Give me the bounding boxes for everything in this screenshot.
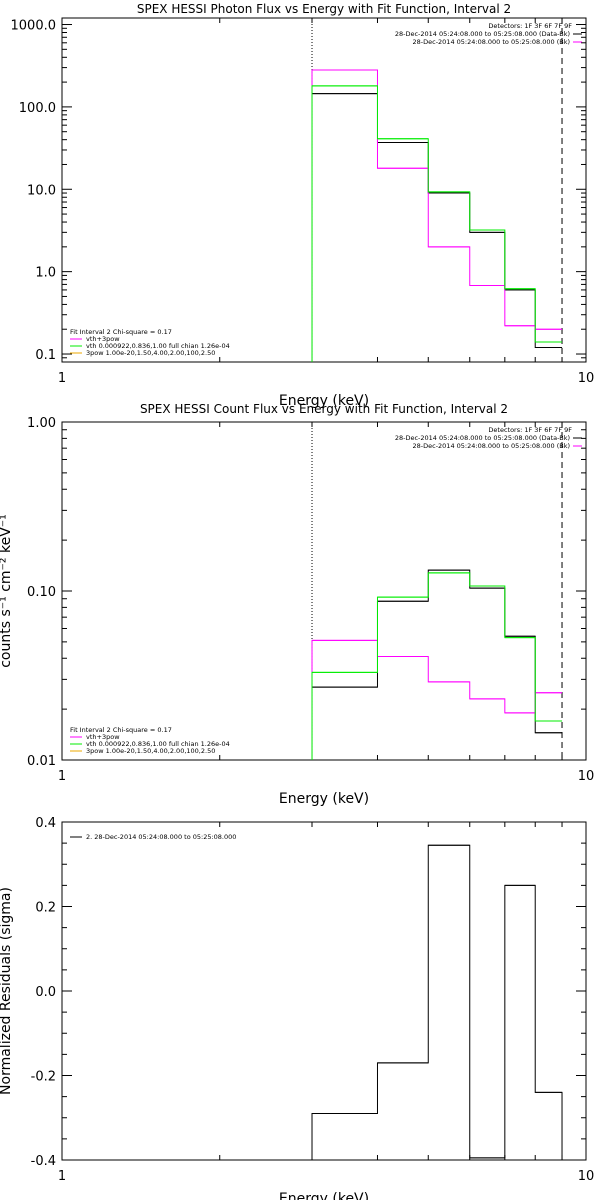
x-tick-label: 10 bbox=[578, 1169, 595, 1184]
series-1 bbox=[311, 844, 563, 1160]
y-axis-label: Normalized Residuals (sigma) bbox=[0, 887, 14, 1095]
y-tick-label: -0.2 bbox=[31, 1070, 56, 1085]
y-tick-label: 0.01 bbox=[27, 754, 56, 769]
legend-left-entry: Fit Interval 2 Chi-square = 0.17 bbox=[70, 726, 172, 734]
series-line bbox=[311, 844, 563, 1160]
y-tick-label: 0.0 bbox=[35, 985, 56, 1000]
x-axis-label: Energy (keV) bbox=[279, 1191, 369, 1200]
panel-2: SPEX HESSI Count Flux vs Energy with Fit… bbox=[0, 402, 594, 807]
y-tick-label: 0.2 bbox=[35, 901, 56, 916]
y-tick-label: 0.10 bbox=[27, 585, 56, 600]
detectors-label: Detectors: 1F 3F 6F 7F 9F bbox=[488, 22, 572, 30]
series-line bbox=[311, 85, 563, 362]
series-1 bbox=[311, 569, 563, 760]
legend-left-entry: 3pow 1.00e-20,1.50,4.00,2.00,100,2.50 bbox=[86, 349, 215, 357]
y-tick-label: -0.4 bbox=[31, 1154, 56, 1169]
series-3 bbox=[311, 572, 563, 760]
series-2 bbox=[311, 639, 563, 760]
plot-frame bbox=[61, 17, 587, 363]
y-tick-label: 1.00 bbox=[27, 416, 56, 431]
series-line bbox=[311, 572, 563, 760]
panel-1: SPEX HESSI Photon Flux vs Energy with Fi… bbox=[11, 2, 595, 409]
legend-left-entry: 2. 28-Dec-2014 05:24:08.000 to 05:25:08.… bbox=[86, 833, 236, 841]
y-tick-label: 0.1 bbox=[35, 348, 56, 363]
series-line bbox=[311, 93, 563, 362]
legend-left-entry: Fit Interval 2 Chi-square = 0.17 bbox=[70, 328, 172, 336]
x-tick-label: 1 bbox=[58, 769, 66, 784]
legend-right-entry: 28-Dec-2014 05:24:08.000 to 05:25:08.000… bbox=[395, 30, 570, 38]
x-tick-label: 10 bbox=[578, 769, 595, 784]
legend-left-entry: vth 0.000922,0.836,1.00 full chian 1.26e… bbox=[86, 342, 230, 350]
x-tick-label: 1 bbox=[58, 1169, 66, 1184]
legend-right-entry: 28-Dec-2014 05:24:08.000 to 05:25:08.000… bbox=[413, 442, 571, 450]
y-tick-label: 1.0 bbox=[35, 266, 56, 281]
series-line bbox=[311, 69, 563, 362]
y-tick-label: 100.0 bbox=[19, 101, 56, 116]
series-line bbox=[311, 569, 563, 760]
y-tick-label: 1000.0 bbox=[11, 19, 57, 34]
y-axis-label: counts s⁻¹ cm⁻² keV⁻¹ bbox=[0, 514, 14, 668]
plot-frame bbox=[61, 821, 587, 1161]
panel-3: 1 10 Energy (keV) -0.4 -0.2 0.0 0.2 0.4 Normaliz… bbox=[0, 816, 594, 1200]
series-2 bbox=[311, 69, 563, 362]
series-3 bbox=[311, 85, 563, 362]
legend-left-entry: 3pow 1.00e-20,1.50,4.00,2.00,100,2.50 bbox=[86, 747, 215, 755]
legend-right-entry: 28-Dec-2014 05:24:08.000 to 05:25:08.000… bbox=[413, 38, 571, 46]
detectors-label: Detectors: 1F 3F 6F 7F 9F bbox=[488, 426, 572, 434]
legend-right-entry: 28-Dec-2014 05:24:08.000 to 05:25:08.000… bbox=[395, 434, 570, 442]
chart-title: SPEX HESSI Photon Flux vs Energy with Fi… bbox=[137, 2, 511, 16]
x-tick-label: 1 bbox=[58, 371, 66, 386]
x-tick-label: 10 bbox=[578, 371, 595, 386]
x-axis-label: Energy (keV) bbox=[279, 791, 369, 807]
y-tick-label: 0.4 bbox=[35, 816, 56, 831]
y-tick-label: 10.0 bbox=[27, 183, 56, 198]
chart-title: SPEX HESSI Count Flux vs Energy with Fit… bbox=[140, 402, 508, 416]
plot-frame bbox=[61, 421, 587, 761]
series-line bbox=[311, 639, 563, 760]
series-1 bbox=[311, 93, 563, 362]
legend-left-entry: vth+3pow bbox=[86, 733, 120, 741]
x-axis-label: Energy (keV) bbox=[279, 393, 369, 409]
legend-left-entry: vth 0.000922,0.836,1.00 full chian 1.26e… bbox=[86, 740, 230, 748]
legend-left-entry: vth+3pow bbox=[86, 335, 120, 343]
